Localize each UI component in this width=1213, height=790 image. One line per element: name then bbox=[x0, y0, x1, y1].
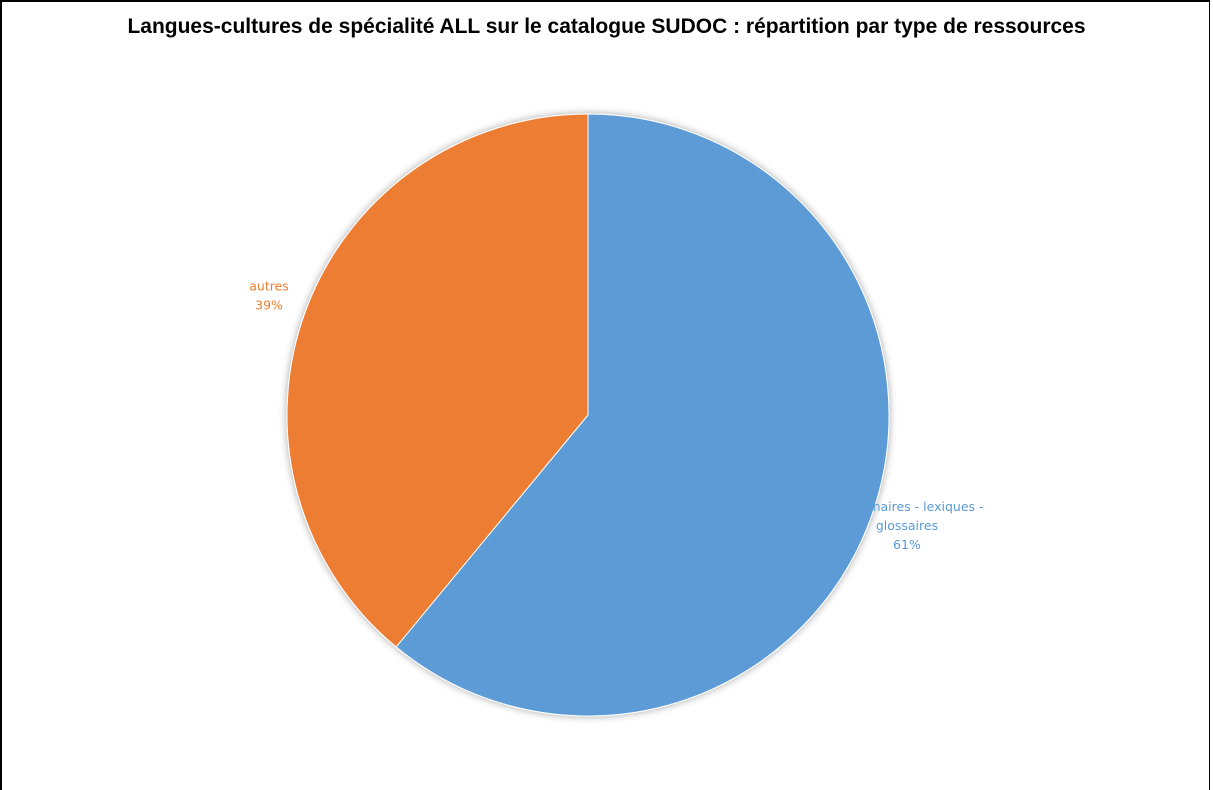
label-autres: autres 39% bbox=[249, 279, 289, 313]
chart-title-text: Langues-cultures de spécialité ALL sur l… bbox=[127, 15, 1086, 38]
slice-dictionnaires bbox=[395, 113, 890, 717]
pie-slices bbox=[286, 113, 890, 717]
slice-label-line: autres bbox=[249, 279, 289, 294]
slice-autres bbox=[286, 113, 589, 648]
slice-percent: 61% bbox=[893, 537, 921, 552]
pie-chart: dictionnaires - lexiques - glossaires 61% a… bbox=[249, 113, 984, 717]
slice-percent: 39% bbox=[255, 298, 283, 313]
slice-label-line: glossaires bbox=[876, 518, 938, 533]
pie-data-labels: dictionnaires - lexiques - glossaires 61% a… bbox=[249, 279, 983, 552]
slice-label-line: dictionnaires - lexiques - bbox=[830, 499, 983, 514]
label-dictionnaires: dictionnaires - lexiques - glossaires 61% bbox=[830, 499, 983, 552]
chart-title: Langues-cultures de spécialité ALL sur l… bbox=[0, 14, 1213, 39]
